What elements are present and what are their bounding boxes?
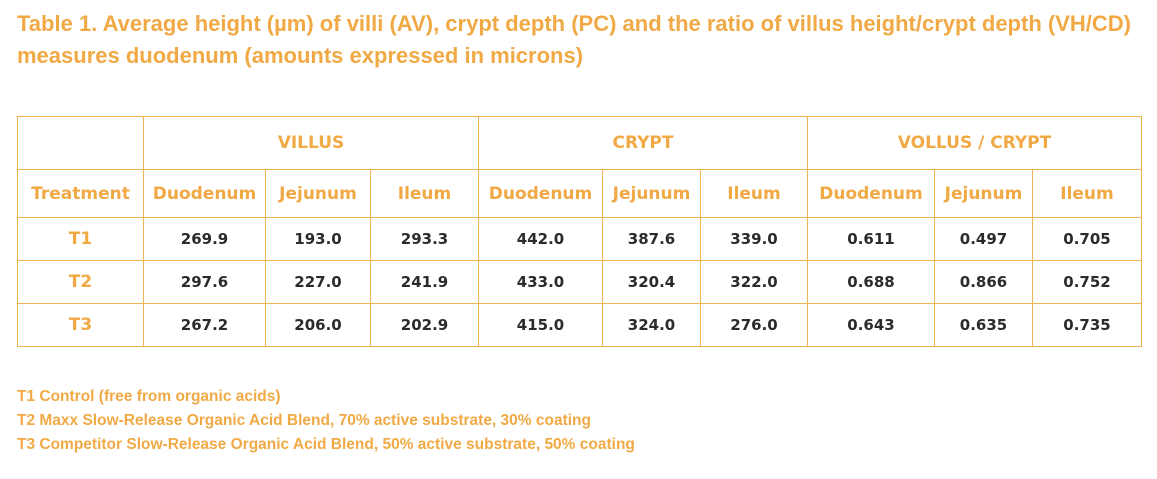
col-header: Jejunum (265, 169, 371, 218)
sub-header-row: Treatment Duodenum Jejunum Ileum Duodenu… (17, 169, 1143, 218)
table-cell: 0.705 (1031, 217, 1143, 261)
note-line: T1 Control (free from organic acids) (17, 388, 281, 405)
table-cell: 442.0 (478, 217, 603, 261)
table-cell: 0.635 (934, 303, 1033, 347)
table-cell: 0.497 (934, 217, 1033, 261)
table-cell: 320.4 (602, 260, 701, 304)
group-header-crypt: CRYPT (478, 116, 808, 170)
corner-cell (17, 116, 144, 170)
table-cell: 0.688 (807, 260, 935, 304)
table-cell: 227.0 (265, 260, 371, 304)
table-cell: 241.9 (370, 260, 479, 304)
treatment-notes: T1 Control (free from organic acids) T2 … (17, 385, 635, 457)
table-cell: 269.9 (143, 217, 266, 261)
table-cell: 206.0 (265, 303, 371, 347)
col-header: Ileum (370, 169, 479, 218)
col-header: Duodenum (807, 169, 935, 218)
row-treatment: T3 (17, 303, 144, 347)
col-header: Jejunum (934, 169, 1033, 218)
table-cell: 322.0 (700, 260, 808, 304)
table-cell: 276.0 (700, 303, 808, 347)
table-cell: 339.0 (700, 217, 808, 261)
col-header: Ileum (700, 169, 808, 218)
table-cell: 0.611 (807, 217, 935, 261)
col-header: Duodenum (143, 169, 266, 218)
table-cell: 415.0 (478, 303, 603, 347)
col-header: Jejunum (602, 169, 701, 218)
table-cell: 0.866 (934, 260, 1033, 304)
table-cell: 202.9 (370, 303, 479, 347)
treatment-header: Treatment (17, 169, 144, 218)
table-cell: 293.3 (370, 217, 479, 261)
group-header-ratio: VOLLUS / CRYPT (806, 116, 1143, 170)
table-cell: 267.2 (143, 303, 266, 347)
col-header: Ileum (1031, 169, 1143, 218)
table-row: T2 297.6 227.0 241.9 433.0 320.4 322.0 0… (17, 260, 1143, 304)
table-cell: 0.735 (1031, 303, 1143, 347)
note-line: T2 Maxx Slow-Release Organic Acid Blend,… (17, 412, 591, 429)
note-line: T3 Competitor Slow-Release Organic Acid … (17, 436, 635, 453)
table-cell: 297.6 (143, 260, 266, 304)
group-header-row: VILLUS CRYPT VOLLUS / CRYPT (17, 116, 1143, 170)
table-cell: 387.6 (602, 217, 701, 261)
table-cell: 433.0 (478, 260, 603, 304)
group-header-villus: VILLUS (143, 116, 479, 170)
table-cell: 193.0 (265, 217, 371, 261)
row-treatment: T2 (17, 260, 144, 304)
col-header: Duodenum (478, 169, 603, 218)
table-cell: 0.752 (1031, 260, 1143, 304)
row-treatment: T1 (17, 217, 144, 261)
table-title: Table 1. Average height (µm) of villi (A… (17, 11, 1131, 68)
table-row: T1 269.9 193.0 293.3 442.0 387.6 339.0 0… (17, 217, 1143, 261)
table-row: T3 267.2 206.0 202.9 415.0 324.0 276.0 0… (17, 303, 1143, 347)
results-table: VILLUS CRYPT VOLLUS / CRYPT Treatment Du… (17, 116, 1143, 347)
table-cell: 324.0 (602, 303, 701, 347)
table-cell: 0.643 (807, 303, 935, 347)
